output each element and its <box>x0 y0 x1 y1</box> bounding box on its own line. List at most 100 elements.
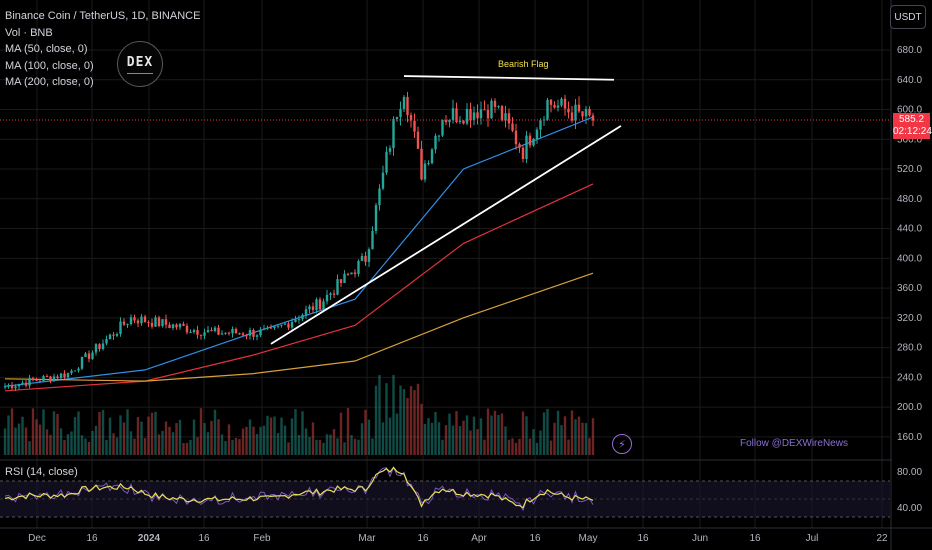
volume-bar <box>213 409 217 455</box>
volume-bar <box>143 438 147 455</box>
candle-body <box>17 383 21 387</box>
flag-top-trendline[interactable] <box>403 75 615 81</box>
volume-bar <box>364 409 367 455</box>
volume-bar <box>430 422 434 455</box>
flag-support-trendline[interactable] <box>270 125 622 345</box>
volume-bar <box>336 438 339 455</box>
currency-button[interactable]: USDT <box>890 5 926 29</box>
volume-bar <box>17 423 21 455</box>
volume-bar <box>84 438 87 455</box>
volume-bar <box>584 423 588 455</box>
candle-body <box>231 328 234 334</box>
candle-body <box>35 379 38 381</box>
volume-bar <box>567 439 570 455</box>
candle-body <box>409 115 413 121</box>
volume-bar <box>294 409 297 455</box>
x-tick-label: 2024 <box>138 533 161 544</box>
rsi-tick-lower: 40.00 <box>897 503 922 514</box>
candle-body <box>567 108 570 113</box>
candle-body <box>472 112 476 121</box>
candle-body <box>196 330 199 335</box>
volume-bar <box>266 415 269 455</box>
volume-bar <box>136 416 140 455</box>
lightning-icon[interactable]: ⚡ <box>612 434 632 454</box>
candle-body <box>395 116 399 119</box>
volume-bar <box>591 418 595 455</box>
volume-bar <box>563 416 567 455</box>
volume-bar <box>479 418 483 455</box>
volume-bar <box>224 441 227 455</box>
ma100-legend[interactable]: MA (100, close, 0) <box>5 59 94 72</box>
y-tick-label: 400.0 <box>897 253 922 264</box>
candle-body <box>357 260 360 275</box>
volume-bar <box>465 415 469 455</box>
candle-body <box>301 314 304 320</box>
candle-body <box>546 99 549 120</box>
volume-bar <box>31 408 35 455</box>
volume-bar <box>297 434 301 455</box>
volume-bar <box>399 385 402 455</box>
volume-bar <box>10 408 14 455</box>
candle-body <box>420 148 423 180</box>
volume-bar <box>290 418 294 455</box>
volume-bar <box>381 422 385 455</box>
y-tick-label: 440.0 <box>897 224 922 235</box>
volume-bar <box>269 417 273 455</box>
volume-bar <box>560 425 563 455</box>
candle-body <box>507 113 511 124</box>
candle-body <box>150 322 154 327</box>
candle-body <box>539 120 542 130</box>
volume-bar <box>248 419 252 455</box>
y-tick-label: 320.0 <box>897 313 922 324</box>
volume-bar <box>164 421 168 455</box>
time-axis[interactable]: Dec 16 2024 16 Feb Mar 16 Apr 16 May 16 Jun 16 Jul 22 <box>28 533 888 544</box>
volume-bar <box>119 415 122 455</box>
symbol-title[interactable]: Binance Coin / TetherUS, 1D, BINANCE <box>5 10 201 22</box>
candle-body <box>101 343 105 350</box>
candle-body <box>504 113 507 121</box>
volume-bar <box>332 429 336 455</box>
candle-body <box>332 293 336 295</box>
candle-body <box>164 319 168 325</box>
price-axis[interactable]: 680.0 640.0 600.0 560.0 520.0 480.0 440.0 400.0… <box>897 45 922 443</box>
volume-bar <box>444 425 448 455</box>
ma200-legend[interactable]: MA (200, close, 0) <box>5 76 94 88</box>
volume-bar <box>220 434 224 455</box>
candle-body <box>462 120 465 124</box>
volume-bar <box>105 439 108 455</box>
volume-bar <box>238 439 241 455</box>
volume-legend[interactable]: Vol · BNB <box>5 26 53 39</box>
volume-bar <box>210 420 213 455</box>
candle-body <box>94 344 98 353</box>
volume-bar <box>500 413 504 455</box>
dex-logo: DEX <box>117 41 163 87</box>
x-tick-label: May <box>579 533 598 544</box>
candle-body <box>287 323 290 328</box>
candle-body <box>577 104 581 112</box>
candle-body <box>329 293 332 295</box>
candle-body <box>290 322 294 328</box>
candle-body <box>273 326 276 328</box>
volume-bar <box>91 430 94 455</box>
candle-body <box>294 319 297 323</box>
rsi-legend[interactable]: RSI (14, close) <box>5 466 78 478</box>
candle-body <box>21 382 24 384</box>
y-tick-label: 280.0 <box>897 343 922 354</box>
candle-body <box>31 378 35 380</box>
ma50-legend[interactable]: MA (50, close, 0) <box>5 43 88 55</box>
volume-bar <box>570 410 574 455</box>
volume-bar <box>378 375 381 455</box>
candle-body <box>49 376 52 381</box>
candle-body <box>3 386 7 388</box>
volume-bar <box>581 422 584 455</box>
y-tick-label: 640.0 <box>897 75 922 86</box>
volume-bar <box>259 426 262 455</box>
candle-body <box>7 385 10 387</box>
candle-body <box>185 325 189 333</box>
volume-bar <box>511 438 514 455</box>
candle-body <box>427 163 430 165</box>
volume-bar <box>189 439 192 455</box>
candle-body <box>220 333 224 335</box>
